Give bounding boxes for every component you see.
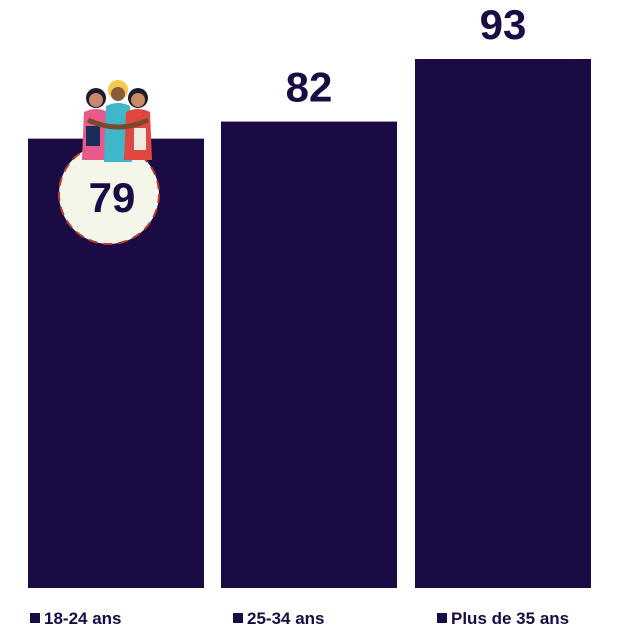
data-label-3: 93 — [480, 1, 527, 48]
data-label-2: 82 — [286, 64, 333, 111]
legend: 18-24 ans 25-34 ans Plus de 35 ans — [30, 609, 569, 628]
highlight-circle — [58, 143, 160, 245]
legend-item-2: 25-34 ans — [233, 609, 325, 628]
legend-label-2: 25-34 ans — [247, 609, 325, 628]
bar-2 — [221, 121, 397, 589]
legend-swatch-3 — [437, 613, 447, 623]
legend-label-3: Plus de 35 ans — [451, 609, 569, 628]
legend-swatch-1 — [30, 613, 40, 623]
legend-item-1: 18-24 ans — [30, 609, 122, 628]
legend-item-3: Plus de 35 ans — [437, 609, 569, 628]
legend-swatch-2 — [233, 613, 243, 623]
data-label-1: 79 — [89, 174, 136, 221]
legend-label-1: 18-24 ans — [44, 609, 122, 628]
highlight-badge — [58, 80, 160, 245]
friends-hugging-icon — [82, 80, 152, 162]
bar-3 — [415, 59, 591, 588]
data-labels-group: 79 82 93 — [89, 1, 527, 221]
